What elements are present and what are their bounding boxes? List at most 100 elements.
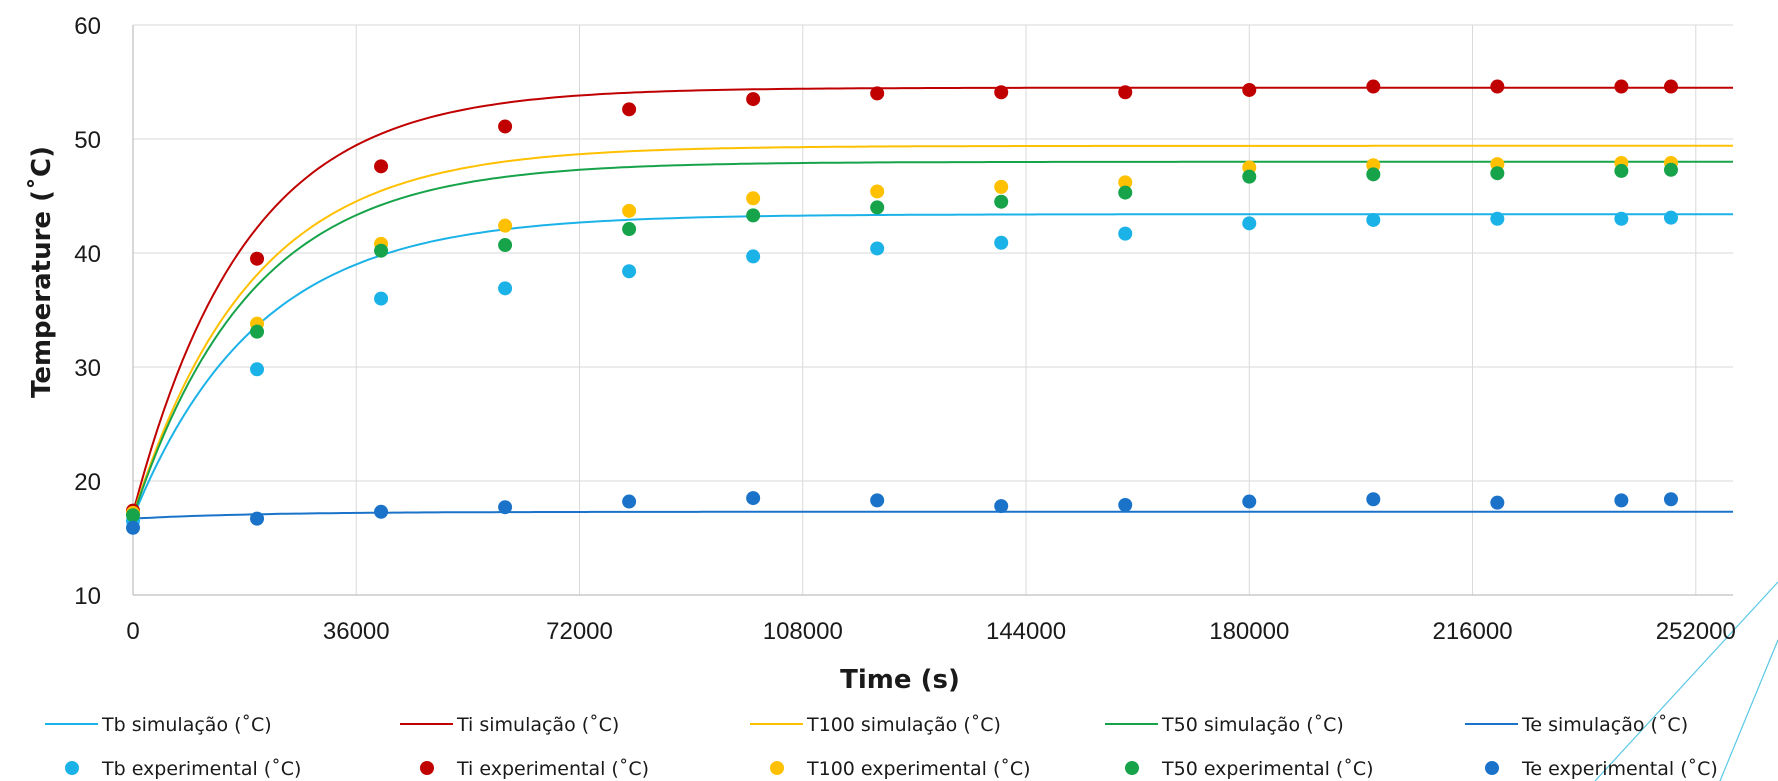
- legend-point-key: [65, 761, 79, 775]
- data-point: [870, 241, 885, 256]
- series-line: [132, 213, 1733, 518]
- data-point: [374, 243, 389, 258]
- data-point: [622, 222, 637, 237]
- x-tick-label: 216000: [1432, 618, 1512, 645]
- data-point: [746, 249, 761, 264]
- data-point: [746, 191, 761, 206]
- data-point: [250, 324, 265, 339]
- data-point: [374, 504, 389, 519]
- series-line: [132, 144, 1733, 516]
- data-point: [994, 179, 1009, 194]
- data-point: [250, 251, 265, 266]
- y-tick-label: 20: [74, 469, 101, 496]
- legend-label: Ti experimental (˚C): [456, 758, 649, 780]
- data-point: [1614, 211, 1629, 226]
- data-point: [1614, 79, 1629, 94]
- gridlines: [133, 24, 1733, 595]
- data-point: [622, 203, 637, 218]
- data-point: [1242, 169, 1257, 184]
- y-tick-label: 10: [74, 583, 101, 610]
- data-point: [250, 362, 265, 377]
- legend-label: Tb experimental (˚C): [101, 758, 301, 780]
- series-line: [132, 86, 1733, 514]
- data-point: [374, 159, 389, 174]
- legend-label: Tb simulação (˚C): [101, 714, 272, 736]
- plot-area: [126, 79, 1733, 535]
- x-tick-label: 144000: [986, 618, 1066, 645]
- tick-labels: 0 36000 72000 108000 144000 180000 216000 25200…: [74, 13, 1736, 645]
- legend-label: T100 experimental (˚C): [806, 758, 1031, 780]
- data-point: [1118, 175, 1133, 190]
- legend-label: T50 experimental (˚C): [1161, 758, 1374, 780]
- decor-line-2: [1719, 639, 1778, 781]
- data-point: [870, 86, 885, 101]
- data-point: [870, 200, 885, 215]
- y-tick-label: 40: [74, 241, 101, 268]
- data-point: [1490, 79, 1505, 94]
- data-point: [250, 511, 265, 526]
- data-point: [374, 291, 389, 306]
- x-axis-title: Time (s): [840, 665, 960, 695]
- data-point: [1663, 492, 1678, 507]
- y-axis-title: Temperature (˚C): [26, 146, 57, 398]
- legend: Tb simulação (˚C) Ti simulação (˚C) T100 s…: [45, 714, 1718, 780]
- y-tick-label: 50: [74, 127, 101, 154]
- data-point: [622, 102, 637, 117]
- x-tick-label: 36000: [323, 618, 390, 645]
- data-point: [746, 491, 761, 506]
- data-point: [746, 208, 761, 223]
- data-point: [1663, 79, 1678, 94]
- data-point: [622, 494, 637, 509]
- legend-label: Te simulação (˚C): [1521, 714, 1688, 736]
- data-point: [498, 119, 513, 134]
- data-point: [126, 520, 140, 535]
- series-line: [132, 160, 1733, 517]
- x-tick-label: 0: [126, 618, 139, 645]
- data-point: [622, 264, 637, 279]
- series-line: [132, 510, 1733, 520]
- data-point: [994, 194, 1009, 209]
- legend-label: Ti simulação (˚C): [456, 714, 619, 736]
- data-point: [1614, 493, 1629, 508]
- data-point: [498, 500, 513, 515]
- legend-label: Te experimental (˚C): [1521, 758, 1718, 780]
- decor-line-1: [1594, 581, 1778, 781]
- data-point: [1366, 79, 1381, 94]
- data-point: [126, 508, 140, 523]
- data-point: [1663, 162, 1678, 177]
- data-point: [1366, 212, 1381, 227]
- data-point: [1490, 166, 1505, 181]
- data-point: [498, 238, 513, 253]
- x-tick-label: 72000: [546, 618, 613, 645]
- legend-label: T100 simulação (˚C): [806, 714, 1001, 736]
- data-point: [1118, 185, 1133, 200]
- data-point: [746, 92, 761, 107]
- data-point: [1242, 216, 1257, 231]
- data-point: [1490, 211, 1505, 226]
- data-point: [1118, 85, 1133, 100]
- data-point: [870, 493, 885, 508]
- data-point: [1242, 82, 1257, 97]
- legend-point-key: [770, 761, 784, 775]
- x-tick-label: 108000: [763, 618, 843, 645]
- legend-point-key: [1485, 761, 1499, 775]
- x-tick-label: 180000: [1209, 618, 1289, 645]
- data-point: [1663, 210, 1678, 225]
- data-point: [1490, 495, 1505, 510]
- data-point: [1242, 494, 1257, 509]
- legend-label: T50 simulação (˚C): [1161, 714, 1344, 736]
- data-point: [1366, 492, 1381, 507]
- data-point: [1118, 226, 1133, 241]
- data-point: [498, 218, 513, 233]
- decorative-corner-lines: [1594, 581, 1778, 781]
- data-point: [1366, 167, 1381, 182]
- data-point: [1614, 163, 1629, 178]
- y-tick-label: 30: [74, 355, 101, 382]
- data-point: [994, 85, 1009, 100]
- legend-point-key: [1125, 761, 1139, 775]
- data-point: [994, 499, 1009, 514]
- data-point: [994, 235, 1009, 250]
- legend-point-key: [420, 761, 434, 775]
- data-point: [1118, 497, 1133, 512]
